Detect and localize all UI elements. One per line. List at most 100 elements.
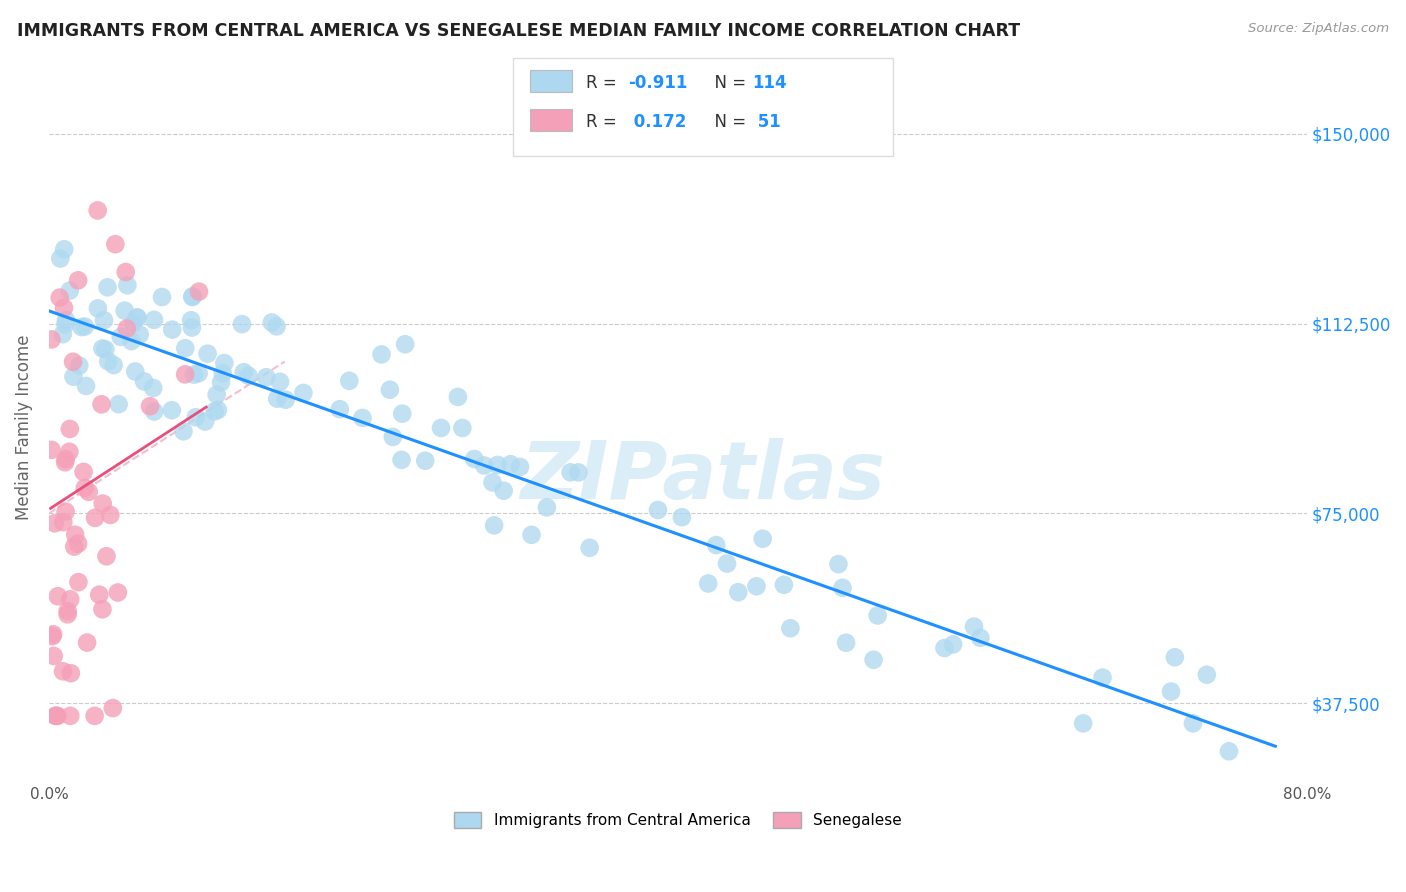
Point — [128, 327, 150, 342]
Point — [942, 637, 965, 651]
Point — [107, 585, 129, 599]
Point — [499, 457, 522, 471]
Point — [180, 320, 202, 334]
Point — [509, 459, 531, 474]
Point — [103, 358, 125, 372]
Point — [1160, 684, 1182, 698]
Point — [45, 709, 67, 723]
Point — [567, 466, 589, 480]
Point — [41, 333, 63, 347]
Point — [520, 528, 543, 542]
Point — [101, 701, 124, 715]
Point — [41, 629, 63, 643]
Point — [124, 364, 146, 378]
Point — [48, 291, 70, 305]
Point — [205, 387, 228, 401]
Text: IMMIGRANTS FROM CENTRAL AMERICA VS SENEGALESE MEDIAN FAMILY INCOME CORRELATION C: IMMIGRANTS FROM CENTRAL AMERICA VS SENEG… — [17, 22, 1019, 40]
Point — [59, 709, 82, 723]
Point — [266, 392, 288, 406]
Point — [447, 390, 470, 404]
Y-axis label: Median Family Income: Median Family Income — [15, 334, 32, 520]
Point — [55, 318, 77, 332]
Point — [697, 576, 720, 591]
Point — [91, 342, 114, 356]
Text: R =: R = — [586, 113, 623, 131]
Point — [73, 481, 96, 495]
Point — [173, 425, 195, 439]
Point — [59, 284, 82, 298]
Point — [107, 397, 129, 411]
Point — [779, 621, 801, 635]
Point — [337, 374, 360, 388]
Point — [745, 579, 768, 593]
Point — [122, 317, 145, 331]
Text: R =: R = — [586, 74, 623, 92]
Point — [451, 421, 474, 435]
Point — [266, 319, 288, 334]
Text: -0.911: -0.911 — [628, 74, 688, 92]
Point — [352, 410, 374, 425]
Point — [1181, 716, 1204, 731]
Point — [209, 376, 232, 390]
Point — [83, 709, 105, 723]
Point — [211, 367, 233, 381]
Point — [727, 585, 749, 599]
Point — [160, 403, 183, 417]
Point — [125, 310, 148, 325]
Point — [704, 538, 727, 552]
Point — [143, 404, 166, 418]
Point — [56, 607, 79, 622]
Point — [55, 505, 77, 519]
Point — [67, 273, 90, 287]
Point — [1071, 716, 1094, 731]
Text: 0.172: 0.172 — [628, 113, 688, 131]
Point — [75, 379, 97, 393]
Point — [391, 407, 413, 421]
Point — [72, 465, 94, 479]
Point — [232, 365, 254, 379]
Point — [751, 532, 773, 546]
Point — [104, 237, 127, 252]
Point — [231, 317, 253, 331]
Point — [63, 540, 86, 554]
Point — [110, 330, 132, 344]
Point — [187, 366, 209, 380]
Point — [67, 359, 90, 373]
Point — [53, 242, 76, 256]
Point — [773, 578, 796, 592]
Point — [214, 356, 236, 370]
Point — [963, 619, 986, 633]
Point — [492, 483, 515, 498]
Point — [42, 648, 65, 663]
Point — [139, 399, 162, 413]
Point — [381, 430, 404, 444]
Point — [174, 368, 197, 382]
Point — [481, 475, 503, 490]
Point — [174, 341, 197, 355]
Point — [969, 631, 991, 645]
Point — [150, 290, 173, 304]
Point — [831, 581, 853, 595]
Point — [77, 484, 100, 499]
Point — [329, 402, 352, 417]
Point — [86, 203, 108, 218]
Point — [143, 313, 166, 327]
Point — [827, 557, 849, 571]
Point — [52, 515, 75, 529]
Point — [52, 665, 75, 679]
Point — [114, 265, 136, 279]
Point — [46, 589, 69, 603]
Point — [76, 635, 98, 649]
Point — [394, 337, 416, 351]
Point — [274, 392, 297, 407]
Point — [134, 375, 156, 389]
Point — [254, 370, 277, 384]
Point — [59, 422, 82, 436]
Point — [866, 608, 889, 623]
Point — [671, 510, 693, 524]
Point — [472, 458, 495, 473]
Point — [70, 320, 93, 334]
Point — [260, 315, 283, 329]
Point — [62, 369, 84, 384]
Point — [44, 709, 66, 723]
